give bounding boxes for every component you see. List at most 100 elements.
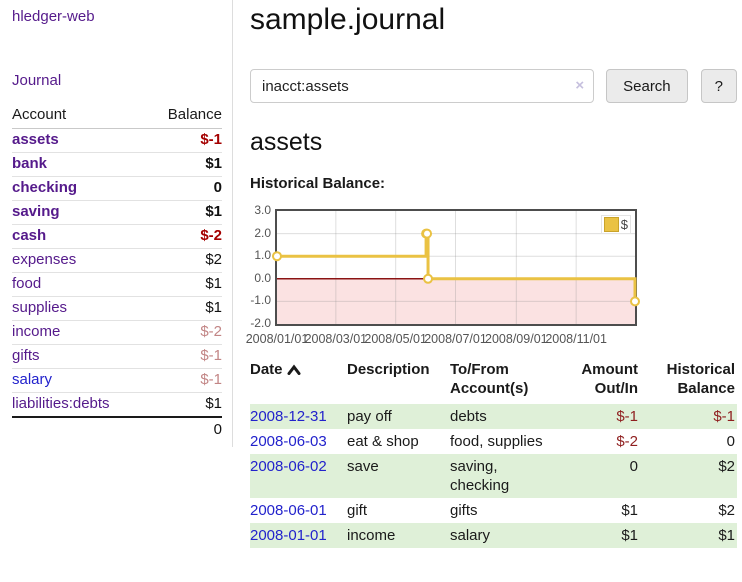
sidebar-item-journal[interactable]: Journal [12, 72, 62, 89]
chart-title: Historical Balance: [250, 175, 386, 192]
transaction-date-link[interactable]: 2008-06-01 [250, 502, 327, 519]
account-balance: $1 [146, 152, 222, 177]
transaction-accounts: saving, checking [450, 454, 562, 498]
transaction-description: save [347, 454, 450, 498]
account-link-saving[interactable]: saving [12, 203, 60, 220]
account-link-food[interactable]: food [12, 275, 42, 292]
account-cell: salary [12, 368, 147, 393]
transaction-description: pay off [347, 404, 450, 429]
x-axis-label: 2008/07/01 [424, 332, 487, 346]
account-balance: $-1 [146, 368, 222, 393]
main-content: sample.journal × Search ? assets Histori… [246, 0, 737, 548]
account-row: income $-2 [12, 320, 222, 345]
chart-canvas [272, 211, 640, 324]
transaction-row: 2008-12-31 pay off debts $-1 $-1 [250, 404, 737, 429]
x-axis-label: 2008/05/01 [364, 332, 427, 346]
account-cell: gifts [12, 344, 147, 369]
search-button[interactable]: Search [606, 69, 688, 103]
transaction-amount: 0 [562, 454, 646, 498]
account-balance: $2 [146, 248, 222, 273]
account-link-bank[interactable]: bank [12, 155, 48, 172]
account-row: gifts $-1 [12, 344, 222, 369]
account-link-assets[interactable]: assets [12, 131, 59, 148]
sort-ascending-icon [287, 364, 301, 375]
account-balance: $-1 [146, 344, 222, 369]
account-row: saving $1 [12, 200, 222, 225]
account-balance: $1 [146, 272, 222, 297]
transaction-amount: $1 [562, 523, 646, 548]
y-axis-label: -2.0 [250, 316, 271, 330]
account-cell: saving [12, 200, 147, 225]
transaction-amount: $-1 [562, 404, 646, 429]
transaction-balance: $1 [646, 523, 737, 548]
help-button[interactable]: ? [700, 69, 737, 103]
x-axis-label: 2008/01/01 [245, 332, 309, 346]
x-axis-label: 2008/09/01 [485, 332, 548, 346]
legend-swatch-icon [603, 217, 619, 232]
transaction-description: eat & shop [347, 433, 419, 450]
account-link-checking[interactable]: checking [12, 179, 78, 196]
chart-legend: $ [600, 215, 631, 234]
y-axis-label: 3.0 [254, 203, 271, 217]
column-header-date[interactable]: Date [250, 360, 347, 404]
transaction-description: gift [347, 502, 368, 519]
accounts-total-row: 0 [12, 416, 222, 442]
transaction-description: income [347, 523, 450, 548]
transactions-header-row: Date Description To/From Account(s) Amou… [250, 360, 737, 404]
transaction-date-link[interactable]: 2008-12-31 [250, 408, 327, 425]
account-balance: $1 [146, 392, 222, 418]
transaction-row: 2008-06-02 save saving, checking 0 $2 [250, 454, 737, 498]
account-balance: $-2 [146, 320, 222, 345]
accounts-header-balance: Balance [146, 104, 222, 129]
account-link-salary[interactable]: salary [12, 371, 53, 388]
account-link-supplies[interactable]: supplies [12, 299, 68, 316]
transaction-row: 2008-06-01 gift gifts $1 $2 [250, 498, 737, 523]
y-axis-label: 0.0 [254, 270, 271, 285]
account-link-gifts[interactable]: gifts [12, 347, 40, 364]
transaction-date-link[interactable]: 2008-01-01 [250, 527, 327, 544]
account-balance: 0 [146, 176, 222, 201]
account-row: expenses $2 [12, 248, 222, 273]
search-input[interactable] [250, 69, 595, 103]
column-header-description: Description [347, 361, 430, 378]
column-header-historical-balance: Historical Balance [666, 361, 735, 397]
account-cell: supplies [12, 296, 147, 321]
account-row: assets $-1 [12, 128, 222, 153]
account-link-cash[interactable]: cash [12, 227, 47, 244]
account-cell: food [12, 272, 147, 297]
transaction-date-cell: 2008-12-31 [250, 404, 347, 429]
account-cell: bank [12, 152, 147, 177]
historical-balance-chart: $ 3.0 2.0 1.0 0.0 -1.0 -2.0 2008/01/01 2008/03/… [246, 201, 737, 348]
transaction-accounts: salary [450, 523, 562, 548]
accounts-header-account: Account [12, 104, 147, 129]
transaction-accounts: food, supplies [450, 433, 543, 450]
account-link-liabilities-debts[interactable]: liabilities:debts [12, 395, 110, 412]
account-cell: cash [12, 224, 147, 249]
account-row: food $1 [12, 272, 222, 297]
transaction-accounts: gifts [450, 502, 478, 519]
account-row: supplies $1 [12, 296, 222, 321]
transaction-date-link[interactable]: 2008-06-03 [250, 433, 327, 450]
transaction-accounts: debts [450, 404, 562, 429]
brand-link[interactable]: hledger-web [12, 8, 95, 25]
transaction-date-link[interactable]: 2008-06-02 [250, 458, 327, 475]
clear-search-icon[interactable]: × [575, 77, 585, 94]
accounts-total-spacer [12, 416, 147, 442]
account-row: checking 0 [12, 176, 222, 201]
transaction-row: 2008-01-01 income salary $1 $1 [250, 523, 737, 548]
column-header-amount: Amount Out/In [581, 361, 638, 397]
account-link-income[interactable]: income [12, 323, 61, 340]
search-row: × Search ? [250, 69, 737, 103]
account-balance: $-2 [146, 224, 222, 249]
transaction-balance: $2 [718, 502, 735, 519]
legend-label: $ [620, 217, 628, 232]
transaction-balance: $-1 [646, 404, 737, 429]
account-link-expenses[interactable]: expenses [12, 251, 77, 268]
account-balance: $-1 [146, 128, 222, 153]
sidebar: hledger-web Journal Account Balance asse… [0, 0, 233, 447]
transaction-balance: 0 [726, 433, 735, 450]
transaction-amount: $-2 [616, 433, 638, 450]
account-cell: expenses [12, 248, 147, 273]
transaction-amount: $1 [621, 502, 638, 519]
account-row: bank $1 [12, 152, 222, 177]
